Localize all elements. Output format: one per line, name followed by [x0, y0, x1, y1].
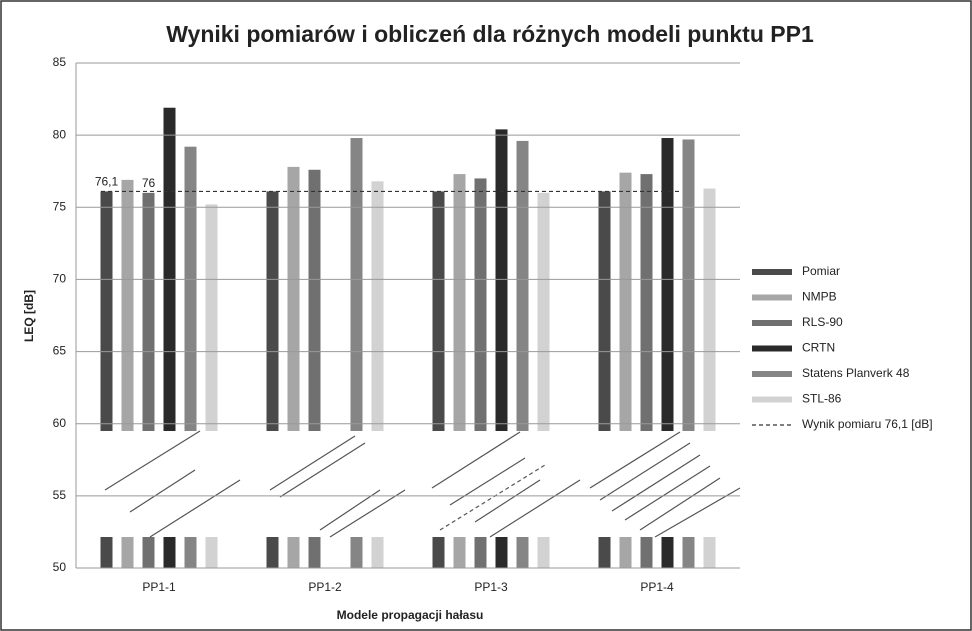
grid: 50 55 60 65 70 75 80 85 — [53, 55, 67, 574]
y-tick-label: 60 — [53, 416, 67, 430]
x-tick-label: PP1-3 — [474, 580, 508, 594]
road-diagrams — [104, 430, 741, 538]
y-tick-label: 65 — [53, 344, 67, 358]
legend-swatch — [752, 269, 792, 275]
x-tick-label: PP1-4 — [640, 580, 674, 594]
chart-title: Wyniki pomiarów i obliczeń dla różnych m… — [166, 21, 814, 47]
y-axis-label: LEQ [dB] — [22, 290, 36, 342]
band — [76, 431, 740, 537]
diagram-band — [76, 430, 741, 538]
legend-label: CRTN — [802, 341, 835, 355]
legend-swatch — [752, 345, 792, 352]
legend-label: Statens Planverk 48 — [802, 366, 910, 380]
legend-swatch — [752, 396, 792, 403]
legend-swatch — [752, 320, 792, 326]
y-tick-label: 75 — [53, 199, 67, 213]
data-label: 76,1 — [95, 175, 119, 189]
x-axis-label: Modele propagacji hałasu — [337, 608, 484, 622]
x-tick-label: PP1-1 — [142, 580, 176, 594]
y-tick-label: 55 — [53, 488, 67, 502]
legend-swatch — [752, 371, 792, 377]
overlay: PP1-1 76,1 76 PP1-2 PP1-3 PP1-4 Pomiar NMPB RLS-… — [75, 62, 933, 594]
x-tick-label: PP1-2 — [308, 580, 342, 594]
legend-swatch — [752, 294, 792, 301]
legend-label: RLS-90 — [802, 315, 843, 329]
data-label: 76 — [142, 176, 156, 190]
y-tick-label: 50 — [53, 560, 67, 574]
legend-label: NMPB — [802, 290, 837, 304]
y-tick-label: 80 — [53, 127, 67, 141]
legend-label: Pomiar — [802, 264, 840, 278]
y-tick-label: 85 — [53, 55, 67, 69]
y-tick-label: 70 — [53, 272, 67, 286]
legend-label: Wynik pomiaru 76,1 [dB] — [802, 417, 933, 431]
legend-label: STL-86 — [802, 392, 842, 406]
